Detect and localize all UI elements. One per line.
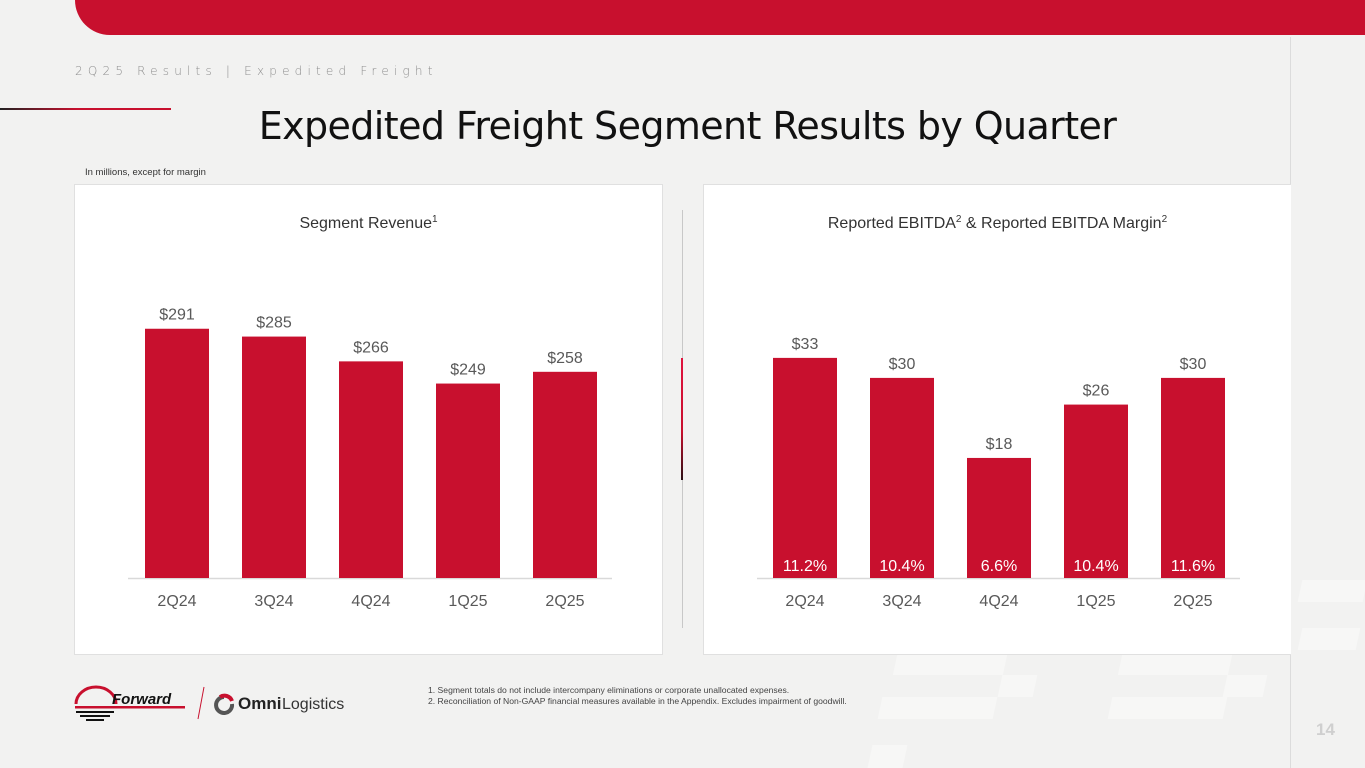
ebitda-margin-label: 10.4% xyxy=(1073,558,1118,575)
units-note: In millions, except for margin xyxy=(85,167,206,178)
forward-logo-icon xyxy=(74,685,185,721)
ebitda-chart-title-text: Reported EBITDA xyxy=(827,215,956,232)
page-number: 14 xyxy=(1316,720,1335,739)
panel-divider-accent xyxy=(681,358,683,480)
page-title: Expedited Freight Segment Results by Qua… xyxy=(258,104,1117,148)
ebitda-value-label: $30 xyxy=(1180,356,1207,373)
revenue-value-label: $285 xyxy=(256,315,292,332)
section-subtitle: 2Q25 Results | Expedited Freight xyxy=(75,64,438,78)
omni-logo-text: Omni xyxy=(238,694,281,713)
footnote-2: 2. Reconciliation of Non-GAAP financial … xyxy=(428,696,847,706)
logo-separator xyxy=(197,686,205,720)
revenue-bar-2q25 xyxy=(533,371,597,578)
revenue-x-tick-label: 2Q25 xyxy=(545,593,584,610)
ebitda-x-tick-label: 1Q25 xyxy=(1076,593,1115,610)
ebitda-bar-2q24 xyxy=(773,357,837,578)
ebitda-margin-label: 6.6% xyxy=(981,558,1017,575)
revenue-bar-1q25 xyxy=(436,383,500,578)
revenue-x-tick-label: 2Q24 xyxy=(157,593,196,610)
ebitda-bar-1q25 xyxy=(1064,404,1128,578)
ebitda-x-tick-label: 3Q24 xyxy=(882,593,921,610)
ebitda-margin-label: 10.4% xyxy=(879,558,924,575)
revenue-value-label: $266 xyxy=(353,339,389,356)
ebitda-bar-3q24 xyxy=(870,377,934,578)
revenue-x-tick-label: 3Q24 xyxy=(254,593,293,610)
footnote-ref: 2 xyxy=(1161,214,1168,225)
revenue-chart-title-text: Segment Revenue xyxy=(299,215,432,232)
footnote-ref: 1 xyxy=(431,214,438,225)
revenue-value-label: $258 xyxy=(547,350,583,367)
forward-omni-logo: Forward Omni Logistics xyxy=(74,685,344,721)
ebitda-x-tick-label: 2Q24 xyxy=(785,593,824,610)
footnotes: 1. Segment totals do not include interco… xyxy=(428,685,847,707)
ebitda-chart-title: Reported EBITDA2 & Reported EBITDA Margi… xyxy=(704,214,1291,233)
ebitda-chart-title-suffix: & Reported EBITDA Margin xyxy=(961,215,1162,232)
accent-line xyxy=(0,108,171,110)
omni-logo-icon xyxy=(214,693,235,715)
ebitda-bar-2q25 xyxy=(1161,377,1225,578)
revenue-x-tick-label: 4Q24 xyxy=(351,593,390,610)
ebitda-value-label: $18 xyxy=(986,436,1013,453)
revenue-chart-title: Segment Revenue1 xyxy=(75,214,662,233)
revenue-bar-3q24 xyxy=(242,336,306,578)
forward-logo-text: Forward xyxy=(112,691,172,708)
revenue-bar-2q24 xyxy=(145,328,209,578)
ebitda-value-label: $30 xyxy=(889,356,916,373)
ebitda-margin-label: 11.6% xyxy=(1171,558,1215,575)
revenue-value-label: $291 xyxy=(159,307,195,324)
logistics-logo-text: Logistics xyxy=(282,696,344,713)
revenue-bar-4q24 xyxy=(339,361,403,578)
revenue-x-tick-label: 1Q25 xyxy=(448,593,487,610)
ebitda-value-label: $33 xyxy=(792,336,819,353)
ebitda-bar-4q24 xyxy=(967,457,1031,578)
revenue-value-label: $249 xyxy=(450,362,486,379)
ebitda-value-label: $26 xyxy=(1083,383,1110,400)
ebitda-x-tick-label: 4Q24 xyxy=(979,593,1018,610)
header-band xyxy=(75,0,1365,35)
footnote-ref: 2 xyxy=(955,214,962,225)
ebitda-x-tick-label: 2Q25 xyxy=(1173,593,1212,610)
company-logos: Forward Omni Logistics xyxy=(74,684,364,724)
footnote-1: 1. Segment totals do not include interco… xyxy=(428,685,790,695)
ebitda-margin-label: 11.2% xyxy=(783,558,827,575)
